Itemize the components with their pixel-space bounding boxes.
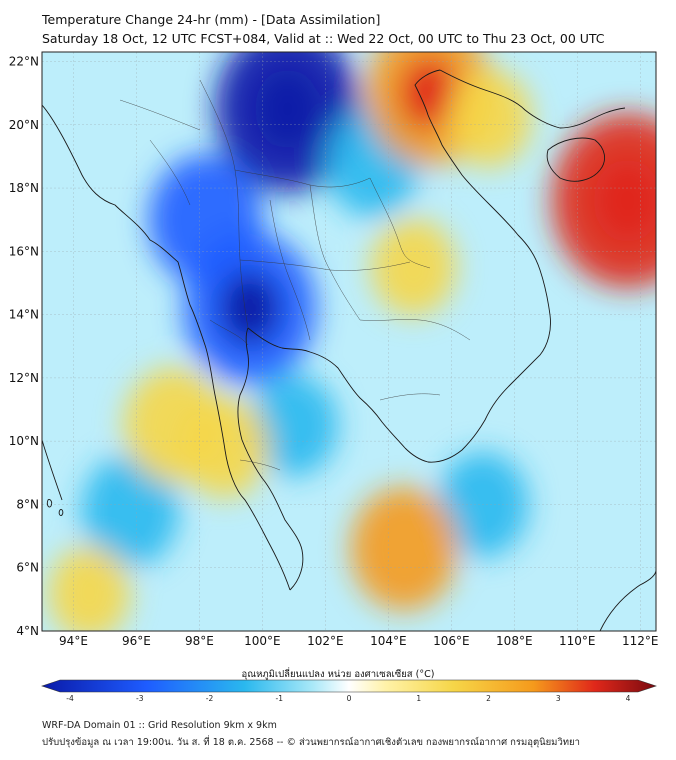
colorbar-tick-label: 1	[416, 694, 421, 703]
lat-tick-label: 16°N	[9, 244, 39, 258]
lon-tick-label: 96°E	[122, 634, 151, 648]
anomaly-warm-southwest	[48, 546, 131, 631]
lat-tick-label: 14°N	[9, 308, 39, 322]
anomaly-cool-west-myanmar	[148, 154, 263, 286]
anomaly-warm-laos-south	[371, 218, 456, 316]
anomaly-warm-sea-south	[350, 487, 458, 611]
anomaly-cool-gulf	[249, 374, 338, 476]
lat-tick-label: 10°N	[9, 434, 39, 448]
lat-tick-label: 6°N	[16, 561, 39, 575]
lon-tick-label: 104°E	[370, 634, 407, 648]
colorbar-tick-label: 0	[347, 694, 352, 703]
colorbar: -4 -3 -2 -1 0 1 2 3 4	[41, 679, 657, 703]
anomaly-core-cool-central-thailand	[219, 271, 280, 345]
colorbar-tick-label: 4	[626, 694, 631, 703]
anomaly-warm-tonkin	[446, 69, 532, 168]
footer-update-info: ปรับปรุงข้อมูล ณ เวลา 19:00น. วัน ส. ที่…	[42, 737, 580, 748]
lat-tick-label: 12°N	[9, 371, 39, 385]
lon-tick-label: 98°E	[185, 634, 214, 648]
lon-tick-label: 102°E	[307, 634, 344, 648]
chart-subtitle: Saturday 18 Oct, 12 UTC FCST+084, Valid …	[42, 31, 605, 46]
colorbar-tick-label: -2	[206, 694, 214, 703]
anomaly-cool-andaman	[81, 454, 179, 567]
lon-tick-label: 100°E	[244, 634, 281, 648]
lat-tick-label: 8°N	[16, 497, 39, 511]
footer-model-info: WRF-DA Domain 01 :: Grid Resolution 9km …	[42, 720, 277, 731]
colorbar-tick-label: -4	[66, 694, 74, 703]
latitude-axis: 22°N 20°N 18°N 16°N 14°N 12°N 10°N 8°N 6°N 4°N	[9, 54, 39, 638]
anomaly-core-warm-hainan-east	[593, 158, 656, 243]
lat-tick-label: 4°N	[16, 624, 39, 638]
anomaly-core-warm-north-vietnam	[400, 58, 458, 128]
colorbar-title: อุณหภูมิเปลี่ยนแปลง หน่วย องศาเซลเซียส (…	[241, 669, 435, 680]
lon-tick-label: 112°E	[622, 634, 659, 648]
colorbar-tick-label: 3	[556, 694, 561, 703]
lat-tick-label: 22°N	[9, 54, 39, 68]
colorbar-tick-label: 2	[486, 694, 491, 703]
lon-tick-label: 108°E	[496, 634, 533, 648]
anomaly-core-cool-north-thailand	[254, 68, 321, 149]
longitude-axis: 94°E 96°E 98°E 100°E 102°E 104°E 106°E 108°E 110…	[59, 634, 658, 648]
chart-title: Temperature Change 24-hr (mm) - [Data As…	[42, 12, 381, 27]
colorbar-tick-label: -3	[136, 694, 144, 703]
lon-tick-label: 110°E	[559, 634, 596, 648]
map-frame	[41, 51, 657, 632]
province-borders	[119, 79, 471, 471]
colorbar-tick-label: -1	[276, 694, 284, 703]
coastlines	[42, 69, 656, 631]
lat-tick-label: 18°N	[9, 181, 39, 195]
lon-tick-label: 106°E	[433, 634, 470, 648]
colorbar-bar	[41, 679, 657, 693]
lat-tick-label: 20°N	[9, 118, 39, 132]
lon-tick-label: 94°E	[59, 634, 88, 648]
